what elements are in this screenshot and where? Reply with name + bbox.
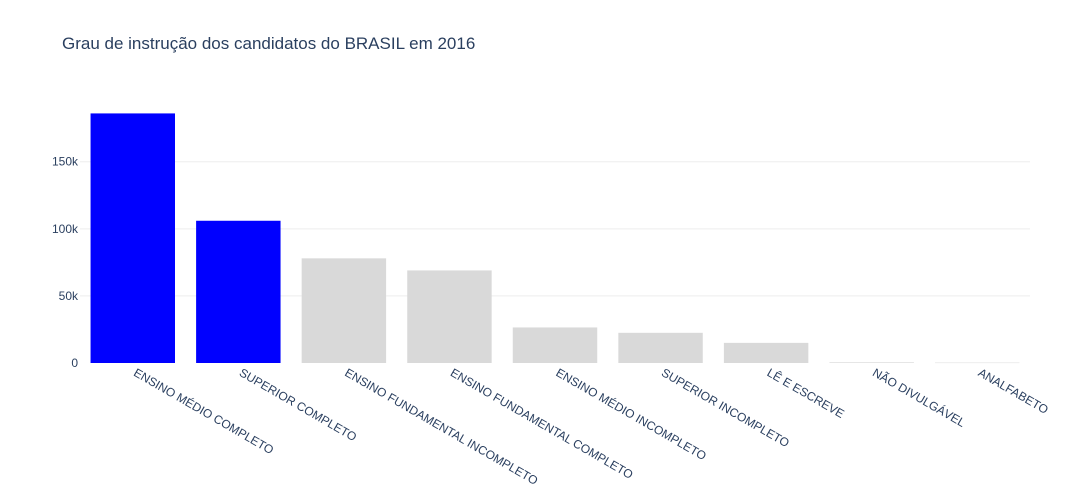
y-tick-label: 50k [59,289,79,303]
x-tick-label: ENSINO FUNDAMENTAL INCOMPLETO [342,365,540,487]
x-tick-label: ANALFABETO [976,365,1051,416]
bar[interactable] [196,220,281,363]
y-tick-label: 150k [52,155,79,169]
bars [90,113,1020,364]
bar[interactable] [935,362,1020,364]
y-tick-label: 0 [71,356,78,370]
chart-title: Grau de instrução dos candidatos do BRAS… [62,34,476,53]
bar[interactable] [618,332,703,363]
bar[interactable] [407,270,492,363]
y-tick-label: 100k [52,222,79,236]
y-axis-ticks: 0 50k 100k 150k [52,155,79,370]
bar[interactable] [723,342,809,363]
bar[interactable] [829,362,914,363]
bar[interactable] [512,327,598,363]
bar[interactable] [90,113,175,363]
bar[interactable] [301,258,387,363]
x-tick-label: NÃO DIVULGÁVEL [870,365,968,431]
x-tick-label: ENSINO FUNDAMENTAL COMPLETO [448,365,636,481]
x-tick-label: LÊ E ESCREVE [765,365,848,421]
